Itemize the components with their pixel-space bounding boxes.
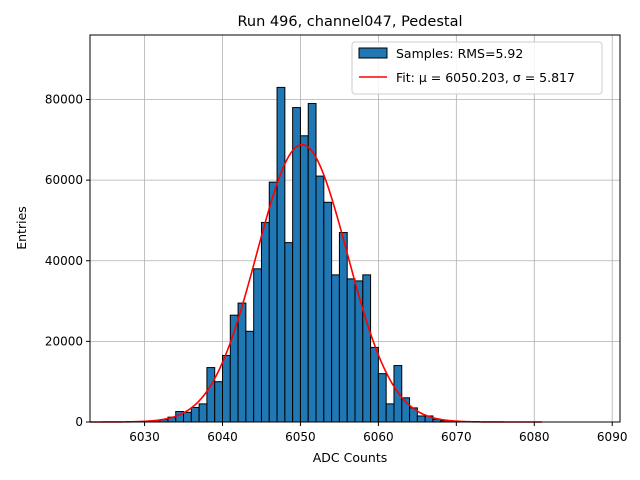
legend-fit-label: Fit: μ = 6050.203, σ = 5.817 (396, 70, 575, 85)
y-tick-label: 80000 (45, 93, 83, 107)
legend-box (351, 41, 603, 95)
y-axis-label: Entries (14, 206, 29, 250)
histogram-bar (206, 367, 216, 423)
histogram-bar (222, 354, 231, 423)
plot-frame (89, 34, 621, 423)
histogram-bar (385, 403, 395, 423)
histogram-bars (144, 86, 457, 423)
histogram-bar (245, 330, 255, 423)
legend-histogram-swatch (358, 47, 388, 59)
histogram-bar (370, 346, 379, 423)
y-tick-label: 0 (75, 415, 83, 429)
histogram-bar (377, 373, 387, 423)
x-tick-label: 6060 (363, 430, 394, 444)
histogram-bar (276, 86, 286, 423)
histogram-bar (214, 381, 224, 423)
histogram-bar (323, 201, 333, 423)
x-tick-label: 6040 (207, 430, 238, 444)
x-tick-label: 6030 (129, 430, 160, 444)
x-axis-label: ADC Counts (313, 450, 388, 465)
histogram-bar (284, 242, 294, 423)
histogram-bar (393, 365, 403, 423)
histogram-bar (183, 411, 192, 423)
legend: Samples: RMS=5.92 Fit: μ = 6050.203, σ =… (351, 41, 603, 95)
histogram-bar (237, 302, 247, 423)
x-tick-label: 6090 (597, 430, 628, 444)
histogram-bar (198, 403, 208, 423)
histogram-bar (292, 107, 301, 423)
histogram-bar (354, 280, 364, 423)
x-tick-label: 6050 (285, 430, 316, 444)
x-tick-label: 6070 (441, 430, 472, 444)
histogram-bar (331, 274, 340, 423)
histogram-bar (299, 135, 309, 423)
chart-title: Run 496, channel047, Pedestal (237, 14, 462, 30)
y-tick-label: 60000 (45, 173, 83, 187)
histogram-bar (362, 274, 372, 423)
histogram-bar (190, 406, 200, 423)
histogram-bar (338, 232, 348, 423)
y-tick-label: 20000 (45, 334, 83, 348)
histogram-bar (260, 221, 270, 423)
histogram-bar (416, 415, 426, 423)
histogram-bar (253, 268, 262, 423)
histogram-bar (346, 278, 356, 423)
histogram-bar (315, 175, 325, 423)
y-axis-ticks: 0 20000 40000 60000 80000 (45, 93, 90, 429)
y-tick-label: 40000 (45, 254, 83, 268)
x-axis-ticks: 6030 6040 6050 6060 6070 6080 6090 (129, 422, 627, 444)
legend-histogram-label: Samples: RMS=5.92 (396, 46, 523, 61)
histogram-bar (268, 181, 278, 423)
x-tick-label: 6080 (519, 430, 550, 444)
